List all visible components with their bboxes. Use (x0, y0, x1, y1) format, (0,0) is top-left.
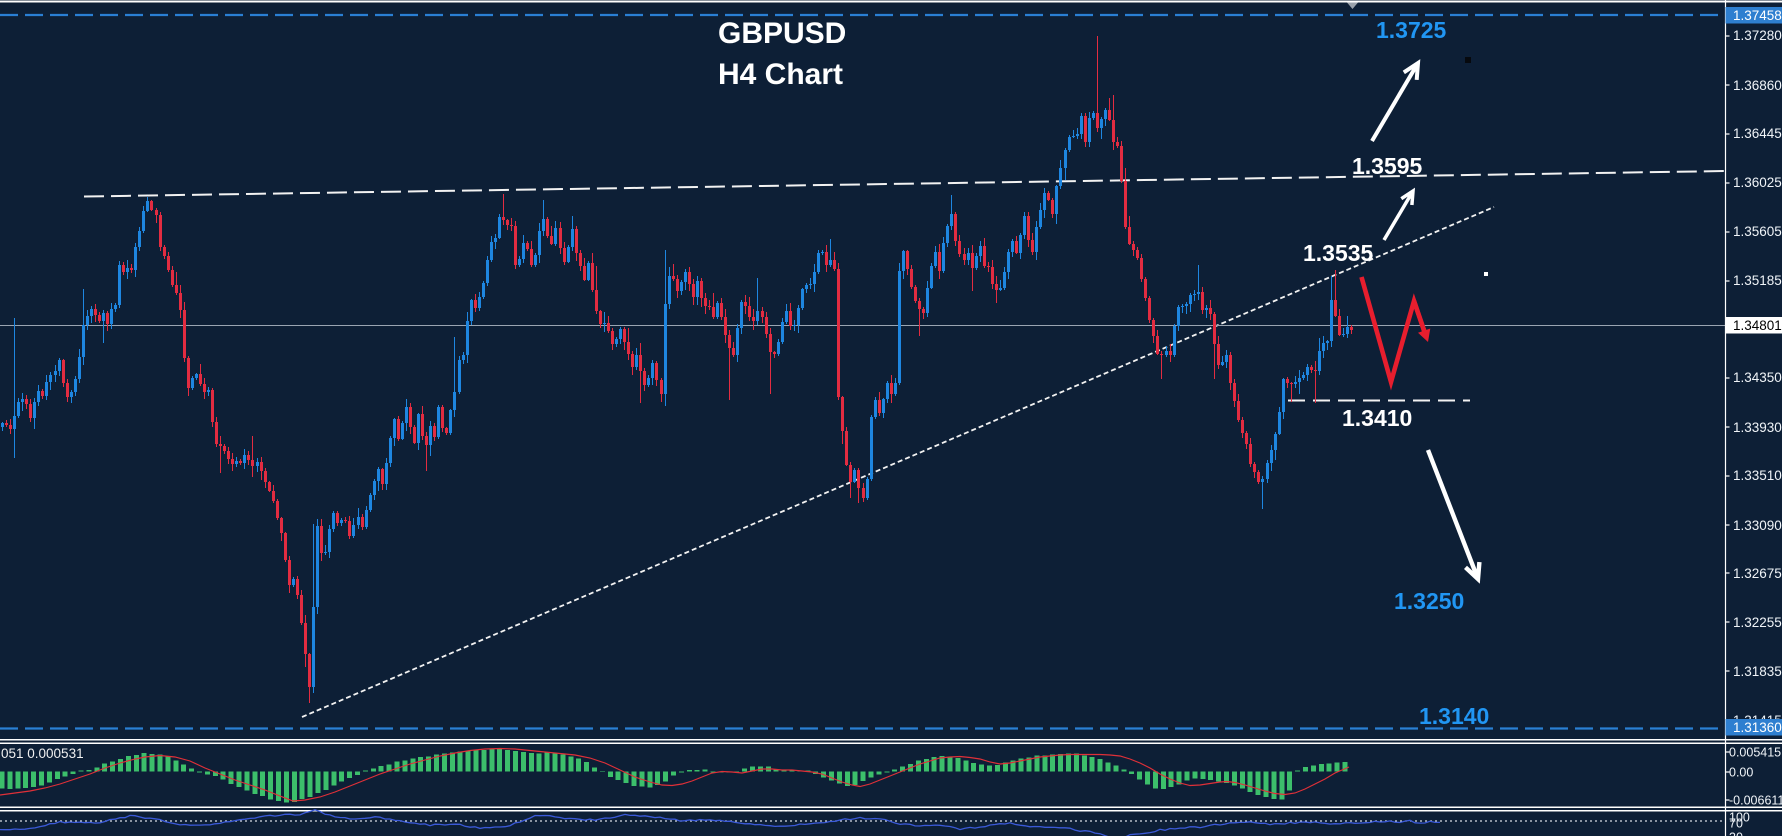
svg-text:1.3410: 1.3410 (1342, 405, 1412, 431)
svg-text:051 0.000531: 051 0.000531 (1, 746, 84, 761)
svg-text:1.31835: 1.31835 (1733, 664, 1782, 679)
svg-text:1.31360: 1.31360 (1733, 720, 1782, 735)
svg-text:1.35185: 1.35185 (1733, 273, 1782, 288)
svg-text:0.00: 0.00 (1729, 766, 1753, 780)
svg-text:1.3140: 1.3140 (1419, 703, 1489, 729)
svg-text:1.33930: 1.33930 (1733, 420, 1782, 435)
svg-text:1.36445: 1.36445 (1733, 126, 1782, 141)
svg-text:1.35605: 1.35605 (1733, 224, 1782, 239)
svg-text:0.005415: 0.005415 (1729, 746, 1781, 760)
svg-text:1.32255: 1.32255 (1733, 615, 1782, 630)
svg-text:100: 100 (1729, 811, 1750, 825)
svg-text:H4 Chart: H4 Chart (718, 58, 843, 91)
svg-text:-0.006611: -0.006611 (1729, 794, 1782, 808)
svg-text:1.36860: 1.36860 (1733, 78, 1782, 93)
svg-text:1.33090: 1.33090 (1733, 518, 1782, 533)
svg-text:1.36025: 1.36025 (1733, 175, 1782, 190)
svg-text:1.32675: 1.32675 (1733, 566, 1782, 581)
svg-text:1.3595: 1.3595 (1352, 153, 1423, 179)
svg-text:1.37280: 1.37280 (1733, 28, 1782, 43)
svg-text:1.33510: 1.33510 (1733, 468, 1782, 483)
svg-text:1.3535: 1.3535 (1303, 240, 1374, 266)
svg-text:30: 30 (1729, 831, 1743, 836)
svg-text:1.37458: 1.37458 (1733, 8, 1782, 23)
svg-text:GBPUSD: GBPUSD (718, 17, 846, 50)
svg-text:1.3725: 1.3725 (1376, 17, 1447, 43)
svg-text:1.34350: 1.34350 (1733, 370, 1782, 385)
svg-text:1.3250: 1.3250 (1394, 588, 1464, 614)
svg-text:1.34801: 1.34801 (1733, 318, 1782, 333)
svg-text:70: 70 (1729, 817, 1743, 831)
